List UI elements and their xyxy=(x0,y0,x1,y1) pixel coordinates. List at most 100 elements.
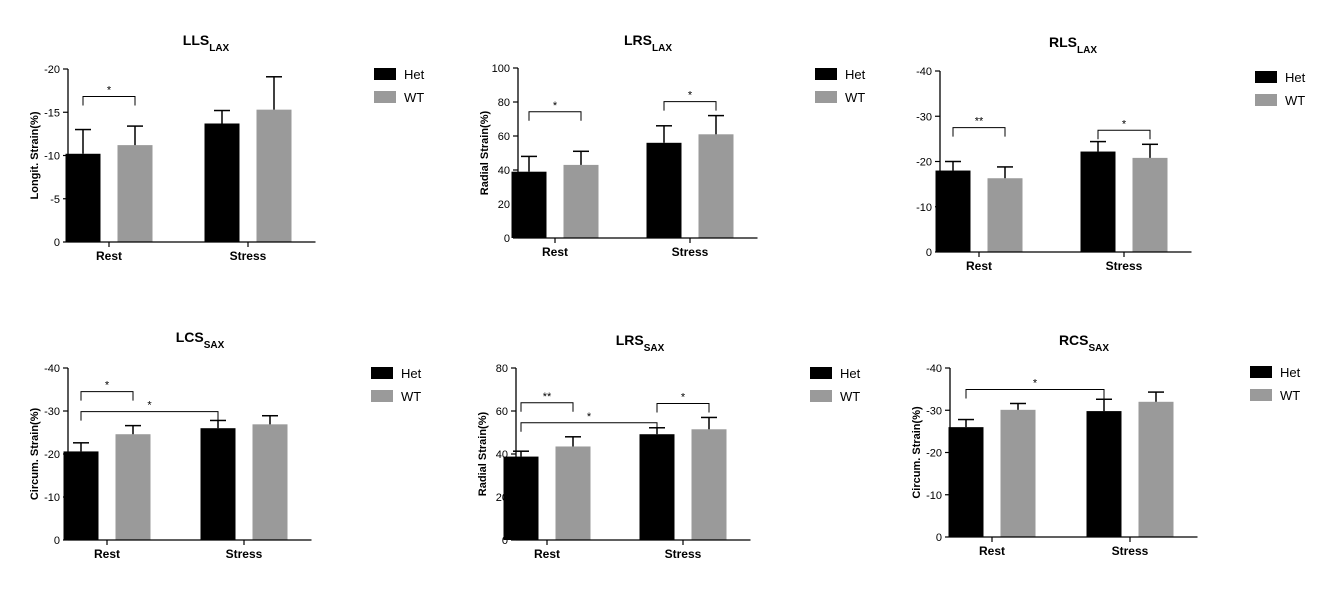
significance-bracket xyxy=(80,391,134,401)
x-tick-label: Rest xyxy=(96,249,122,263)
chart-title-main: LRS xyxy=(624,32,652,48)
y-tick-label: -10 xyxy=(916,202,932,214)
bar-het-stress xyxy=(646,142,682,238)
legend-swatch-het xyxy=(1255,71,1277,83)
bar-wt-stress xyxy=(691,429,727,540)
y-tick-label: -40 xyxy=(916,66,932,78)
legend-swatch-het xyxy=(815,68,837,80)
legend-label-wt: WT xyxy=(401,389,421,404)
bar-wt-stress xyxy=(1132,157,1168,252)
legend-swatch-wt xyxy=(371,390,393,402)
x-tick-label: Rest xyxy=(966,259,992,273)
legend-swatch-wt xyxy=(1250,389,1272,401)
legend-label-het: Het xyxy=(1280,365,1301,380)
bar-het-rest xyxy=(63,451,99,540)
significance-label: * xyxy=(105,380,110,392)
y-tick-label: 60 xyxy=(498,131,510,143)
x-tick-label: Stress xyxy=(230,249,267,263)
chart-panel-6: RCSSAX Rest Stress 0 -10 -20 -30 -40 Circum. Str… xyxy=(911,332,1301,558)
chart-title: LCSSAX xyxy=(176,329,225,351)
y-tick-label: 0 xyxy=(926,247,932,259)
y-axis-label: Radial Strain(%) xyxy=(479,110,491,195)
bar-het-stress xyxy=(204,123,240,242)
significance-label: * xyxy=(147,400,152,412)
significance-label: * xyxy=(1033,377,1038,389)
bar-het-rest xyxy=(503,456,539,540)
legend-label-het: Het xyxy=(845,67,866,82)
significance-label: * xyxy=(553,100,558,112)
significance-bracket xyxy=(520,402,574,412)
legend-swatch-wt xyxy=(374,91,396,103)
y-tick-label: -40 xyxy=(44,363,60,375)
chart-panel-2: LRSLAX Rest Stress 0 20 40 60 80 100 Radial Strai… xyxy=(479,32,866,259)
significance-bracket xyxy=(656,402,710,413)
chart-title: RCSSAX xyxy=(1059,332,1109,354)
significance-label: * xyxy=(107,85,112,97)
y-tick-label: -20 xyxy=(926,448,942,460)
chart-title-sub: LAX xyxy=(1077,45,1097,56)
y-tick-label: 0 xyxy=(54,535,60,547)
bar-het-rest xyxy=(65,153,101,242)
legend-swatch-het xyxy=(374,68,396,80)
legend-swatch-wt xyxy=(810,390,832,402)
chart-title-sub: LAX xyxy=(652,43,672,54)
x-tick-label: Rest xyxy=(534,547,560,561)
y-tick-label: -30 xyxy=(44,406,60,418)
x-tick-label: Stress xyxy=(665,547,702,561)
chart-title-sub: SAX xyxy=(1089,343,1110,354)
bar-het-rest xyxy=(935,170,971,252)
chart-panel-5: LRSSAX Rest Stress 0 20 40 60 80 Radial Strain(%… xyxy=(477,332,861,561)
x-tick-label: Rest xyxy=(979,544,1005,558)
y-axis-label: Longit. Strain(%) xyxy=(29,111,41,199)
legend-swatch-het xyxy=(810,367,832,379)
chart-title-main: RLS xyxy=(1049,34,1077,50)
legend-label-het: Het xyxy=(840,366,861,381)
bar-wt-rest xyxy=(563,164,599,238)
chart-title: LRSLAX xyxy=(624,32,672,54)
chart-title-main: LLS xyxy=(183,32,209,48)
legend-label-wt: WT xyxy=(1280,388,1300,403)
y-tick-label: -20 xyxy=(916,157,932,169)
legend-label-wt: WT xyxy=(840,389,860,404)
legend-swatch-wt xyxy=(1255,94,1277,106)
chart-title-sub: LAX xyxy=(209,43,229,54)
x-tick-label: Stress xyxy=(672,245,709,259)
significance-bracket xyxy=(663,101,717,111)
y-axis-label: Circum. Strain(%) xyxy=(911,406,923,499)
y-tick-label: 0 xyxy=(504,233,510,245)
y-tick-label: -10 xyxy=(44,151,60,163)
y-tick-label: 20 xyxy=(498,199,510,211)
y-tick-label: 40 xyxy=(496,449,508,461)
y-tick-label: -10 xyxy=(44,492,60,504)
bar-het-rest xyxy=(948,427,984,537)
significance-bracket xyxy=(965,388,1105,399)
bar-wt-stress xyxy=(252,424,288,540)
y-tick-label: -5 xyxy=(50,194,60,206)
y-tick-label: -15 xyxy=(44,107,60,119)
legend-swatch-het xyxy=(1250,366,1272,378)
y-tick-label: -30 xyxy=(916,111,932,123)
y-tick-label: 80 xyxy=(496,363,508,375)
bar-wt-rest xyxy=(115,434,151,540)
legend-label-wt: WT xyxy=(404,90,424,105)
bar-het-stress xyxy=(639,434,675,540)
significance-bracket xyxy=(1097,129,1151,140)
significance-label: ** xyxy=(543,391,552,403)
chart-title: RLSLAX xyxy=(1049,34,1097,56)
significance-label: * xyxy=(587,411,592,423)
significance-bracket xyxy=(82,96,136,106)
bar-wt-stress xyxy=(698,134,734,238)
x-tick-label: Rest xyxy=(94,547,120,561)
bar-het-stress xyxy=(200,428,236,540)
y-axis-label: Circum. Strain(%) xyxy=(29,408,41,501)
significance-label: * xyxy=(681,391,686,403)
y-tick-label: 60 xyxy=(496,406,508,418)
significance-label: ** xyxy=(975,116,984,128)
x-tick-label: Stress xyxy=(1106,259,1143,273)
significance-bracket xyxy=(952,127,1006,137)
bar-wt-stress xyxy=(256,109,292,242)
x-tick-label: Stress xyxy=(1112,544,1149,558)
x-tick-label: Stress xyxy=(226,547,263,561)
